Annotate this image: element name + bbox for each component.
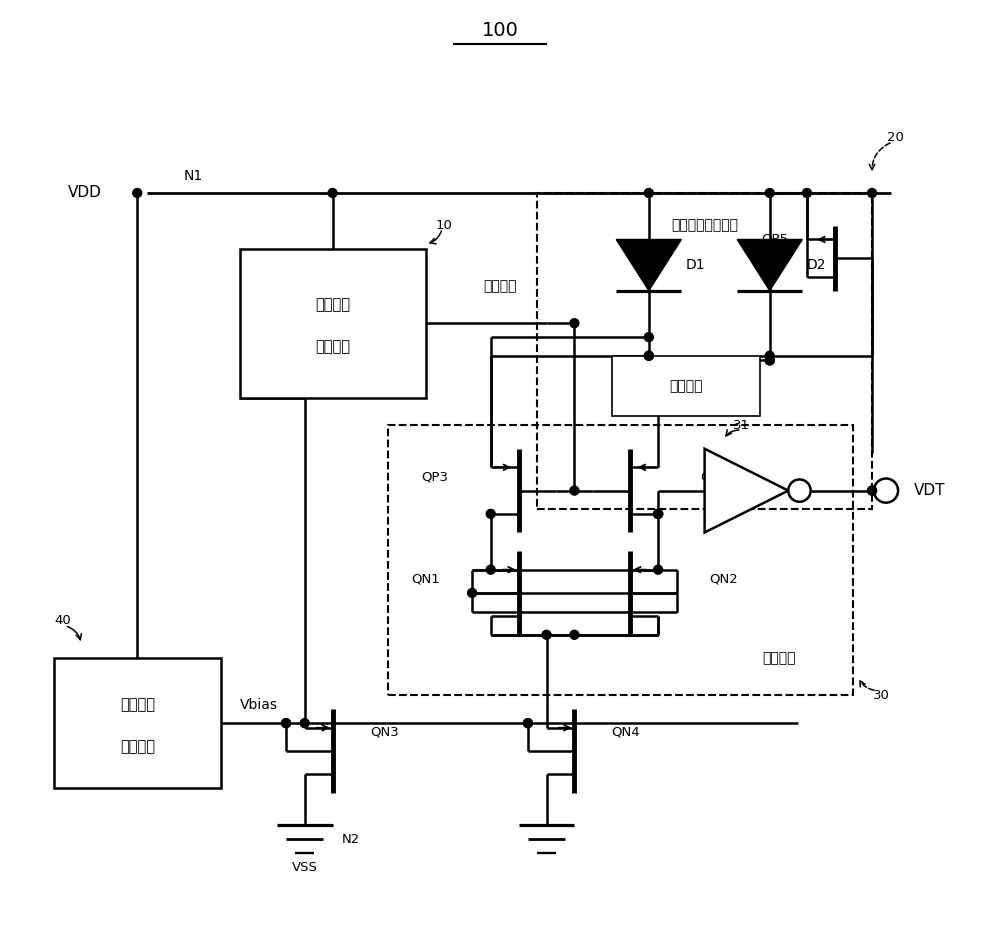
Circle shape	[542, 631, 551, 639]
Circle shape	[486, 565, 495, 574]
Circle shape	[282, 718, 291, 728]
Circle shape	[765, 351, 774, 361]
Circle shape	[654, 510, 663, 518]
Text: Vbias: Vbias	[240, 698, 278, 712]
Text: 20: 20	[887, 130, 904, 143]
Text: 基准电压: 基准电压	[483, 279, 517, 293]
Text: 30: 30	[873, 689, 890, 701]
Text: 比较电压生成电路: 比较电压生成电路	[671, 218, 738, 232]
Text: QN2: QN2	[709, 572, 738, 585]
Circle shape	[644, 189, 653, 197]
Circle shape	[868, 486, 877, 495]
Circle shape	[328, 189, 337, 197]
Circle shape	[486, 510, 495, 518]
Text: 偏置电压: 偏置电压	[120, 697, 155, 712]
Circle shape	[300, 718, 309, 728]
Polygon shape	[705, 448, 788, 532]
Text: VSS: VSS	[292, 861, 318, 874]
Text: 31: 31	[733, 419, 750, 432]
Circle shape	[523, 718, 532, 728]
Bar	[240, 249, 426, 397]
Circle shape	[570, 486, 579, 495]
Bar	[612, 356, 760, 416]
Text: 100: 100	[482, 21, 518, 40]
Polygon shape	[616, 240, 681, 291]
Circle shape	[874, 479, 898, 503]
Text: QN4: QN4	[612, 726, 640, 739]
Circle shape	[788, 480, 811, 502]
Text: QN1: QN1	[411, 572, 440, 585]
Circle shape	[765, 356, 774, 364]
Text: QP4: QP4	[700, 470, 727, 483]
Text: N1: N1	[184, 169, 203, 183]
Text: 比较电压: 比较电压	[669, 379, 703, 393]
Text: 10: 10	[436, 219, 453, 232]
Circle shape	[282, 718, 291, 728]
Circle shape	[654, 510, 663, 518]
Text: D1: D1	[686, 258, 706, 272]
Text: N2: N2	[342, 833, 360, 846]
Circle shape	[868, 189, 877, 197]
Circle shape	[570, 319, 579, 328]
Text: 生成电路: 生成电路	[315, 339, 350, 354]
Circle shape	[644, 351, 653, 361]
Circle shape	[468, 588, 477, 598]
Text: QP3: QP3	[421, 470, 448, 483]
Text: 基准电压: 基准电压	[315, 297, 350, 312]
Circle shape	[570, 631, 579, 639]
Text: 比较电路: 比较电路	[762, 651, 796, 665]
Circle shape	[523, 718, 532, 728]
Text: 40: 40	[54, 615, 71, 628]
Circle shape	[133, 189, 142, 197]
Polygon shape	[737, 240, 802, 291]
Circle shape	[765, 189, 774, 197]
Text: D2: D2	[807, 258, 826, 272]
Circle shape	[644, 351, 653, 361]
Circle shape	[765, 356, 774, 364]
Circle shape	[868, 486, 877, 495]
Circle shape	[654, 510, 663, 518]
Bar	[54, 658, 221, 788]
Text: 生成电路: 生成电路	[120, 739, 155, 754]
Circle shape	[654, 565, 663, 574]
Text: VDT: VDT	[914, 483, 945, 498]
Text: QN3: QN3	[370, 726, 399, 739]
Circle shape	[644, 332, 653, 342]
Text: VDD: VDD	[67, 185, 101, 200]
Circle shape	[802, 189, 811, 197]
Text: QP5: QP5	[761, 233, 788, 246]
